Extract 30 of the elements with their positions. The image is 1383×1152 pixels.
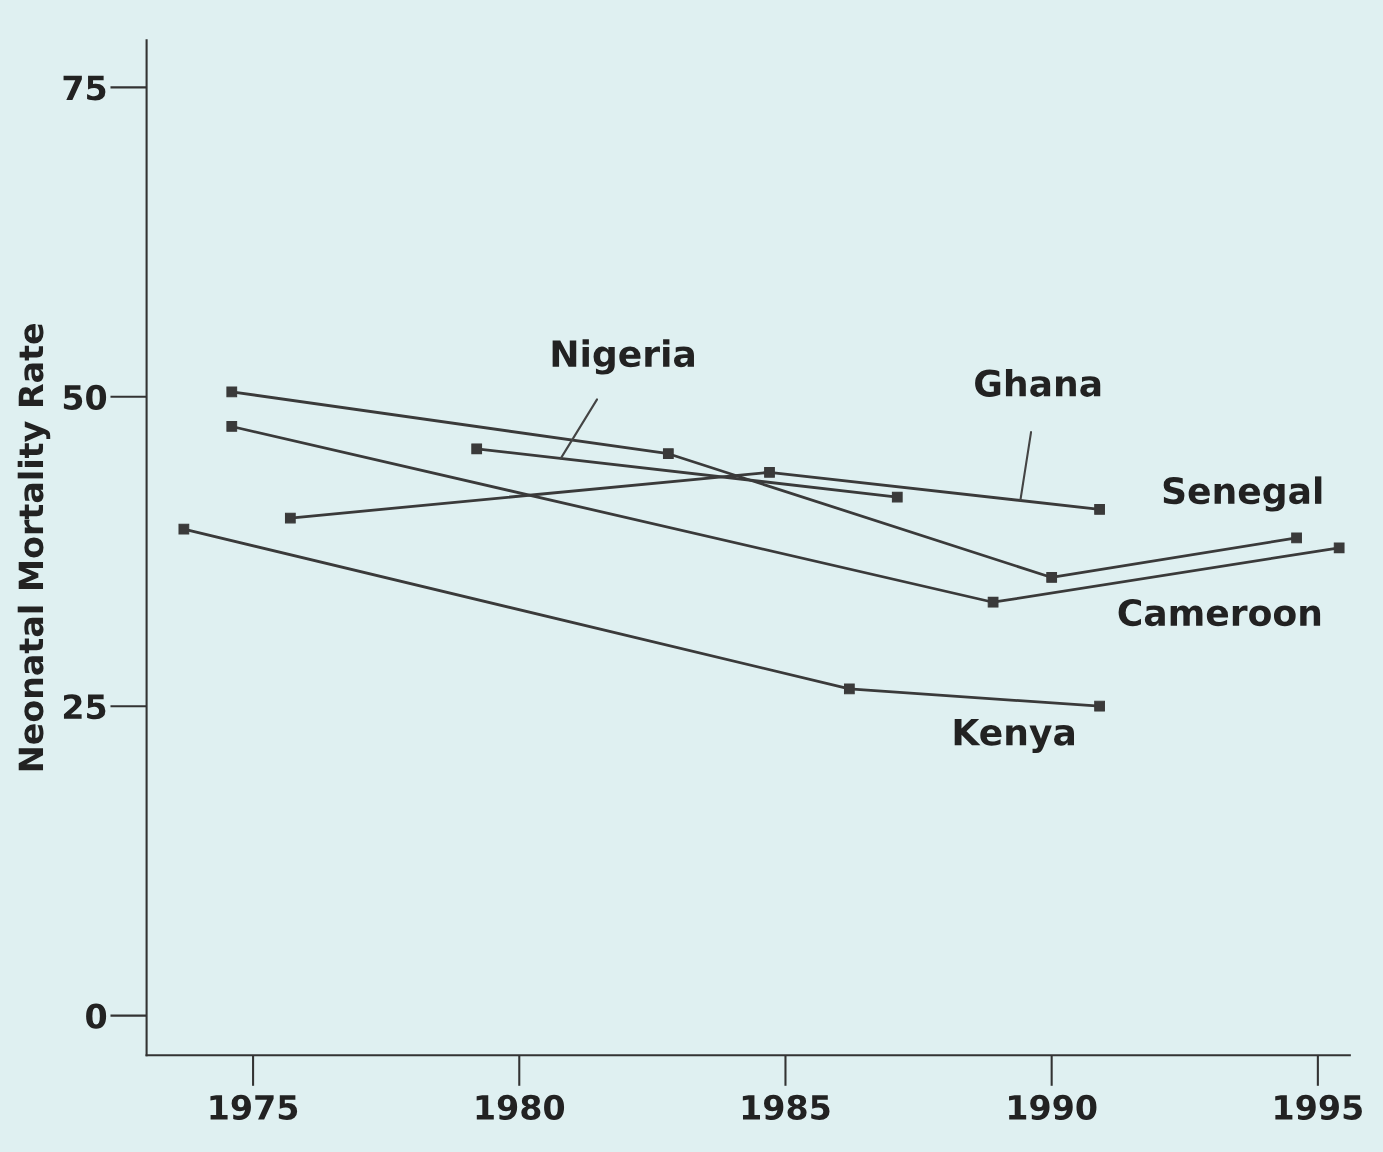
point [1291,532,1302,544]
point [843,683,855,695]
x-tick-label: 1975 [210,1094,298,1120]
series-label: Senegal [1163,476,1322,512]
point [471,443,483,455]
series-label: Cameroon [1118,598,1321,627]
text: Ghana [975,368,1101,397]
x-tick-label: 1980 [476,1094,565,1120]
point [764,466,775,478]
series-label: Kenya [954,718,1074,754]
point [891,491,903,503]
point [226,421,238,432]
x-tick-label: 1985 [742,1094,830,1120]
x-tick-label: 1990 [1009,1094,1097,1120]
y-tick-label: 25 [63,694,106,720]
point [178,523,190,535]
point [226,386,238,398]
y-axis-title: Neonatal Mortality Rate [17,323,51,771]
point [284,512,296,524]
y-tick-label: 50 [63,384,107,410]
point [1094,504,1105,515]
point [987,596,999,608]
point [1046,572,1058,583]
y-tick-label: 0 [86,1003,107,1029]
text: Nigeria [552,339,694,375]
point [1094,700,1105,712]
point [662,448,674,460]
y-tick-label: 75 [63,75,106,101]
x-tick-label: 1995 [1275,1094,1362,1120]
point [1333,542,1345,554]
